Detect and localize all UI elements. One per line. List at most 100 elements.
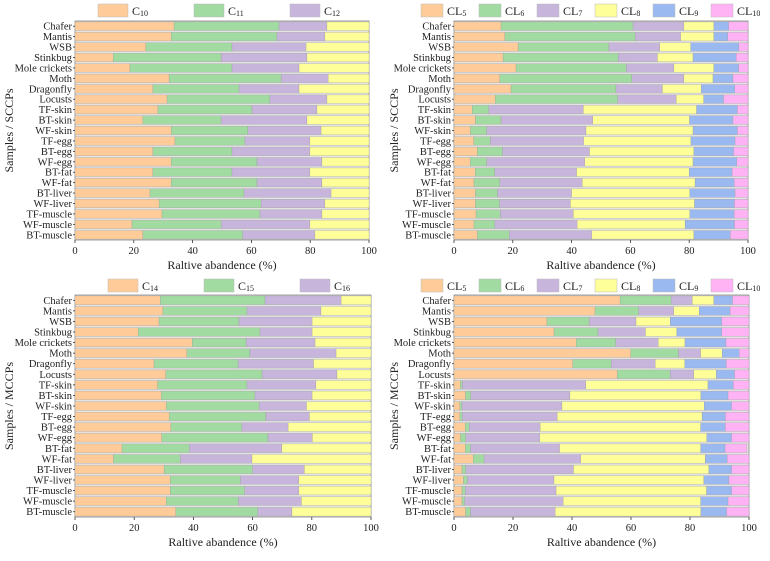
y-tick-label: WF-liver bbox=[413, 199, 452, 210]
y-tick-label: Stinkbug bbox=[34, 53, 73, 64]
bar-segment bbox=[453, 199, 476, 208]
bar-segment bbox=[74, 464, 165, 474]
bar-segment bbox=[708, 464, 732, 474]
bar-segment bbox=[170, 486, 245, 496]
y-tick-label: WF-fat bbox=[42, 178, 72, 189]
bar-segment bbox=[453, 359, 574, 369]
bar-segment bbox=[500, 115, 593, 125]
legend-label-sub: 10 bbox=[752, 284, 760, 293]
y-tick-label: BT-muscle bbox=[405, 507, 451, 518]
bar-segment bbox=[461, 401, 563, 411]
bar-row bbox=[74, 188, 370, 198]
bar-segment bbox=[470, 126, 487, 135]
y-tick-label: Stinkbug bbox=[34, 328, 73, 339]
bar-segment bbox=[74, 348, 188, 358]
bar-segment bbox=[174, 136, 246, 146]
bar-segment bbox=[276, 32, 326, 42]
bar-segment bbox=[246, 380, 317, 390]
bar-segment bbox=[722, 348, 740, 358]
bar-segment bbox=[170, 32, 278, 42]
bar-segment bbox=[591, 230, 695, 240]
y-tick-label: WF-skin bbox=[35, 126, 73, 137]
bar-segment bbox=[247, 126, 322, 135]
chart-svg: C10C11C12C13ChaferMantisWSBStinkbugMole … bbox=[2, 3, 377, 272]
bar-segment bbox=[670, 295, 693, 305]
bar-segment bbox=[298, 84, 370, 94]
bar-segment bbox=[470, 157, 487, 167]
chart-svg: CL5 CL6 CL7 CL8 CL9 CL10ChaferMantisWSBStinkb… bbox=[387, 278, 760, 549]
bar-segment bbox=[291, 507, 372, 517]
bar-segment bbox=[453, 369, 618, 379]
y-tick-label: Stinkbug bbox=[413, 53, 452, 64]
bar-segment bbox=[515, 63, 627, 73]
bar-segment bbox=[281, 443, 372, 453]
bar-segment bbox=[453, 209, 477, 219]
chart-sccp-chlorine-number: CL5 CL6 CL7 CL8 CL9 CL10 Chafer Mantis WSB Stinkb… bbox=[385, 0, 770, 275]
y-tick-label: Mole crickets bbox=[15, 338, 72, 349]
bar-row bbox=[74, 73, 370, 83]
bar-segment bbox=[572, 359, 612, 369]
bar-segment bbox=[592, 115, 690, 125]
bar-segment bbox=[725, 338, 750, 348]
bar-segment bbox=[74, 94, 168, 104]
bar-segment bbox=[453, 433, 461, 443]
bar-segment bbox=[737, 105, 749, 115]
bar-row bbox=[453, 422, 750, 432]
legend-label-main: C bbox=[228, 4, 236, 18]
y-tick-label: BT-liver bbox=[37, 189, 73, 200]
bar-segment bbox=[611, 359, 656, 369]
bar-segment bbox=[670, 316, 723, 326]
bar-segment bbox=[725, 412, 750, 422]
bar-segment bbox=[571, 188, 690, 198]
bar-segment bbox=[74, 178, 172, 188]
bar-row bbox=[74, 157, 370, 167]
legend-swatch bbox=[594, 278, 618, 293]
bar-segment bbox=[74, 380, 158, 390]
bar-segment bbox=[683, 21, 715, 31]
y-tick-label: BT-skin bbox=[418, 116, 452, 127]
bar-row bbox=[74, 84, 370, 94]
bar-segment bbox=[475, 188, 498, 198]
bar-segment bbox=[321, 157, 370, 167]
bar-segment bbox=[259, 209, 323, 219]
bar-segment bbox=[453, 157, 471, 167]
bar-segment bbox=[465, 443, 471, 453]
bar-segment bbox=[470, 507, 556, 517]
y-tick-label: TF-skin bbox=[39, 105, 73, 116]
bar-segment bbox=[74, 230, 144, 240]
legend: C10C11C12C13 bbox=[97, 3, 340, 18]
bar-row bbox=[74, 464, 372, 474]
bar-row bbox=[74, 401, 372, 411]
bar-segment bbox=[453, 306, 596, 316]
bar-segment bbox=[231, 42, 307, 52]
bar-segment bbox=[453, 219, 475, 229]
bar-segment bbox=[692, 295, 715, 305]
y-tick-label: TF-egg bbox=[41, 412, 73, 423]
bar-segment bbox=[500, 21, 634, 31]
bar-segment bbox=[74, 219, 133, 229]
legend-label: CL9 bbox=[679, 4, 698, 18]
y-tick-label: BT-fat bbox=[424, 444, 451, 455]
legend: CL5 CL6 CL7 CL8 CL9 CL10 bbox=[420, 3, 760, 18]
bar-segment bbox=[510, 84, 617, 94]
legend-label-sub: 9 bbox=[694, 9, 698, 18]
bar-segment bbox=[261, 369, 338, 379]
bar-segment bbox=[713, 295, 733, 305]
bar-segment bbox=[692, 157, 737, 167]
bar-segment bbox=[726, 507, 750, 517]
bar-segment bbox=[732, 73, 749, 83]
legend-item: CL10 bbox=[710, 278, 760, 293]
bar-row bbox=[453, 338, 750, 348]
y-tick-label: Moth bbox=[428, 74, 452, 85]
bar-segment bbox=[608, 42, 660, 52]
legend-item: CL7 bbox=[536, 3, 582, 18]
bar-row bbox=[453, 348, 750, 358]
bar-segment bbox=[615, 84, 663, 94]
bar-segment bbox=[473, 136, 491, 146]
legend-label-sub: 12 bbox=[332, 9, 340, 18]
bar-row bbox=[74, 454, 372, 464]
bar-row bbox=[74, 53, 370, 62]
bar-row bbox=[453, 146, 749, 156]
bar-segment bbox=[683, 73, 714, 83]
bar-segment bbox=[264, 295, 342, 305]
